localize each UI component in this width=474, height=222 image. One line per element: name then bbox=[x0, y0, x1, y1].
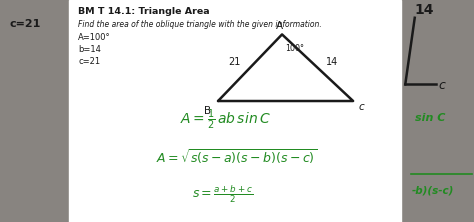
Text: 14: 14 bbox=[326, 57, 338, 67]
Text: 100°: 100° bbox=[285, 44, 304, 53]
Text: c=21: c=21 bbox=[9, 19, 41, 29]
Text: A=100°: A=100° bbox=[78, 33, 111, 42]
Text: $\mathit{A = \sqrt{s(s-a)(s-b)(s-c)}}$: $\mathit{A = \sqrt{s(s-a)(s-b)(s-c)}}$ bbox=[156, 147, 318, 166]
Text: Find the area of the oblique triangle with the given information.: Find the area of the oblique triangle wi… bbox=[78, 20, 322, 29]
Text: c: c bbox=[359, 102, 365, 112]
Text: sin C: sin C bbox=[415, 113, 445, 123]
Text: 21: 21 bbox=[228, 57, 241, 67]
Text: b=14: b=14 bbox=[78, 45, 101, 54]
Text: $\mathit{s = \frac{a+b+c}{2}}$: $\mathit{s = \frac{a+b+c}{2}}$ bbox=[192, 184, 253, 205]
Text: -b)(s-c): -b)(s-c) bbox=[411, 185, 454, 195]
Text: c: c bbox=[438, 79, 446, 92]
Text: $\mathit{A = \frac{1}{2}\,ab\,sin\,C}$: $\mathit{A = \frac{1}{2}\,ab\,sin\,C}$ bbox=[180, 108, 271, 132]
Text: A: A bbox=[276, 21, 283, 31]
Text: B: B bbox=[204, 106, 211, 116]
Bar bbox=[69, 0, 401, 222]
Text: BM T 14.1: Triangle Area: BM T 14.1: Triangle Area bbox=[78, 7, 210, 16]
Text: 14: 14 bbox=[415, 3, 434, 18]
Text: c=21: c=21 bbox=[78, 57, 100, 66]
